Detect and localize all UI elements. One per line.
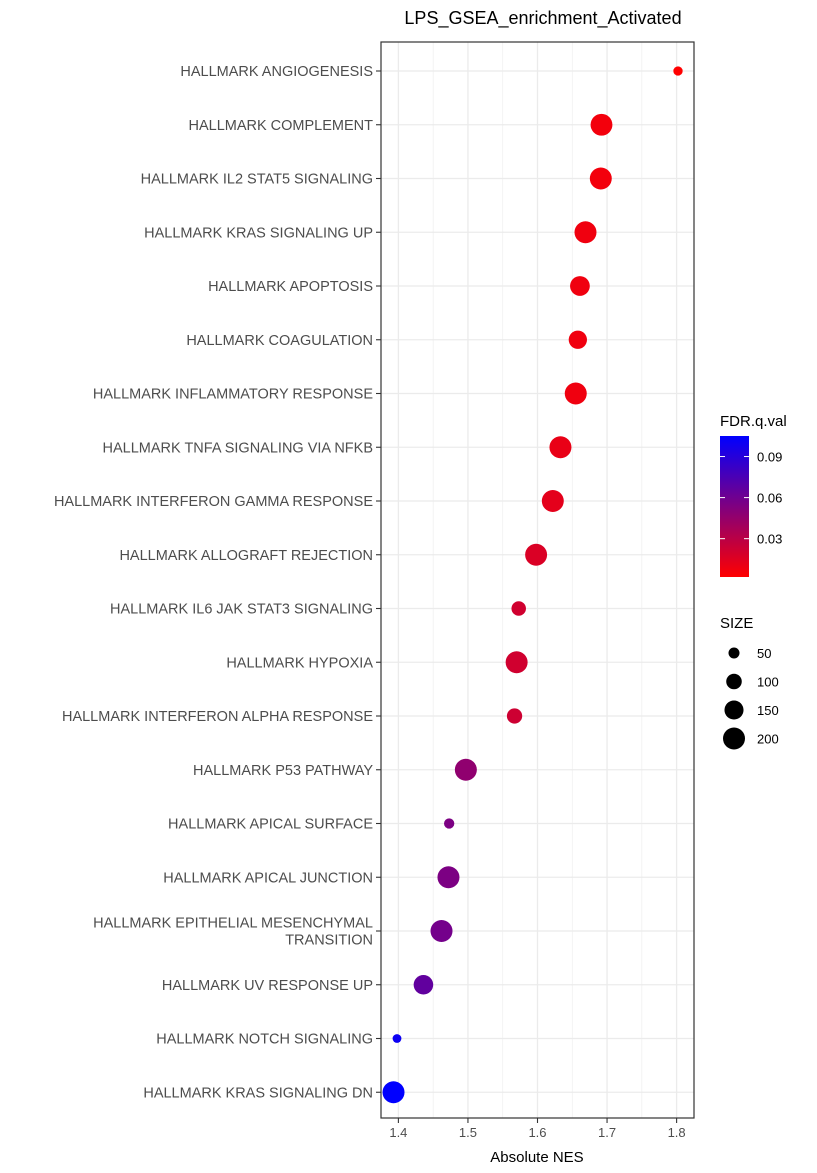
size-legend-label: 50 xyxy=(757,646,771,661)
data-point xyxy=(673,66,683,76)
x-tick-label: 1.7 xyxy=(598,1125,616,1140)
data-point xyxy=(505,651,528,674)
data-point xyxy=(568,330,587,349)
data-point xyxy=(589,167,612,190)
y-tick-label: HALLMARK COMPLEMENT xyxy=(188,118,373,134)
y-tick-label: HALLMARK COAGULATION xyxy=(186,333,373,349)
x-tick-label: 1.6 xyxy=(528,1125,546,1140)
color-legend-label: 0.09 xyxy=(757,450,782,465)
x-tick-label: 1.8 xyxy=(668,1125,686,1140)
size-legend-label: 150 xyxy=(757,703,779,718)
y-tick-label: HALLMARK IL2 STAT5 SIGNALING xyxy=(141,172,373,188)
color-legend-bar xyxy=(720,436,749,577)
data-point xyxy=(574,221,597,244)
data-point xyxy=(382,1081,405,1104)
data-point xyxy=(454,758,477,781)
y-axis: HALLMARK ANGIOGENESIS HALLMARK COMPLEMENT… xyxy=(54,64,381,1101)
data-points xyxy=(382,66,683,1104)
data-point xyxy=(437,866,460,889)
color-legend-label: 0.06 xyxy=(757,491,782,506)
y-tick-label: HALLMARK APICAL JUNCTION xyxy=(163,870,373,886)
y-tick-label: HALLMARK IL6 JAK STAT3 SIGNALING xyxy=(110,602,373,618)
y-tick-label: HALLMARK APICAL SURFACE xyxy=(168,817,373,833)
x-axis: 1.4 1.5 1.6 1.7 1.8 xyxy=(389,1118,686,1140)
y-tick-label: HALLMARK TNFA SIGNALING VIA NFKB xyxy=(103,440,373,456)
color-legend-title: FDR.q.val xyxy=(720,413,787,430)
y-tick-label: HALLMARK INFLAMMATORY RESPONSE xyxy=(93,387,373,403)
chart-title: LPS_GSEA_enrichment_Activated xyxy=(404,8,681,29)
y-tick-label: HALLMARK EPITHELIAL MESENCHYMAL TRANSITIO… xyxy=(93,916,373,949)
size-legend-key xyxy=(724,700,744,720)
size-legend-items: 50 100 150 200 xyxy=(723,646,779,750)
data-point xyxy=(506,708,523,724)
size-legend-key xyxy=(726,673,742,690)
size-legend-title: SIZE xyxy=(720,615,753,632)
data-point xyxy=(444,818,455,829)
size-legend-key xyxy=(728,647,740,659)
data-point xyxy=(549,436,572,459)
data-point xyxy=(413,974,434,995)
y-tick-label: HALLMARK P53 PATHWAY xyxy=(193,763,373,779)
data-point xyxy=(392,1034,402,1043)
color-legend-label: 0.03 xyxy=(757,532,782,547)
color-legend: FDR.q.val 0.03 0.06 0.09 xyxy=(720,413,787,577)
y-tick-label: HALLMARK UV RESPONSE UP xyxy=(162,978,373,994)
x-tick-label: 1.5 xyxy=(459,1125,477,1140)
x-tick-label: 1.4 xyxy=(389,1125,407,1140)
data-point xyxy=(564,382,587,405)
data-point xyxy=(590,113,613,136)
size-legend-key xyxy=(723,727,745,750)
y-tick-label: HALLMARK ANGIOGENESIS xyxy=(180,64,373,80)
y-tick-label: HALLMARK NOTCH SIGNALING xyxy=(156,1032,373,1048)
size-legend-label: 200 xyxy=(757,732,779,747)
y-tick-label: HALLMARK APOPTOSIS xyxy=(208,279,373,295)
data-point xyxy=(525,543,548,566)
y-tick-label: HALLMARK ALLOGRAFT REJECTION xyxy=(119,548,373,564)
data-point xyxy=(541,490,564,512)
y-tick-label: HALLMARK KRAS SIGNALING UP xyxy=(144,225,373,241)
data-point xyxy=(430,920,453,942)
x-axis-title: Absolute NES xyxy=(490,1149,583,1166)
data-point xyxy=(570,276,590,296)
data-point xyxy=(511,601,526,616)
y-tick-label: HALLMARK INTERFERON ALPHA RESPONSE xyxy=(62,709,373,725)
panel-grid xyxy=(381,42,694,1118)
color-legend-ticks: 0.03 0.06 0.09 xyxy=(720,450,782,547)
y-tick-label: HALLMARK KRAS SIGNALING DN xyxy=(143,1085,373,1101)
y-tick-label: HALLMARK INTERFERON GAMMA RESPONSE xyxy=(54,494,373,510)
size-legend: SIZE 50 100 150 200 xyxy=(720,615,779,750)
size-legend-label: 100 xyxy=(757,675,779,690)
y-tick-label: HALLMARK HYPOXIA xyxy=(226,655,373,671)
